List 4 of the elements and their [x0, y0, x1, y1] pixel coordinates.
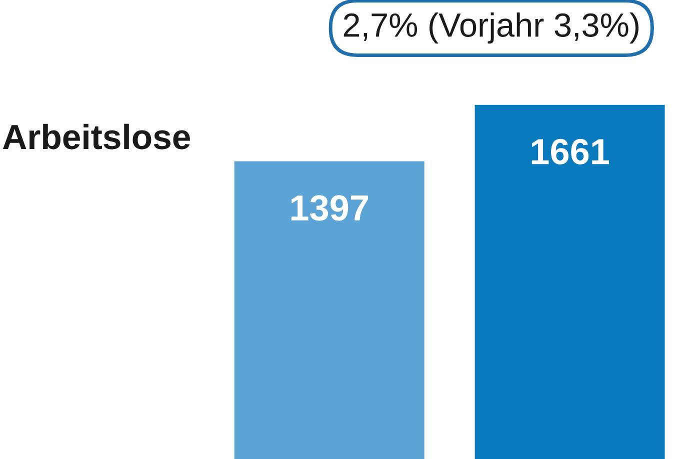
data-label: 1661: [532, 138, 609, 164]
text: 2,7% (Vorjahr 3,3%): [344, 12, 638, 44]
chart-title: Arbeitslose: [2, 124, 190, 150]
data-label: 1397: [291, 195, 368, 221]
